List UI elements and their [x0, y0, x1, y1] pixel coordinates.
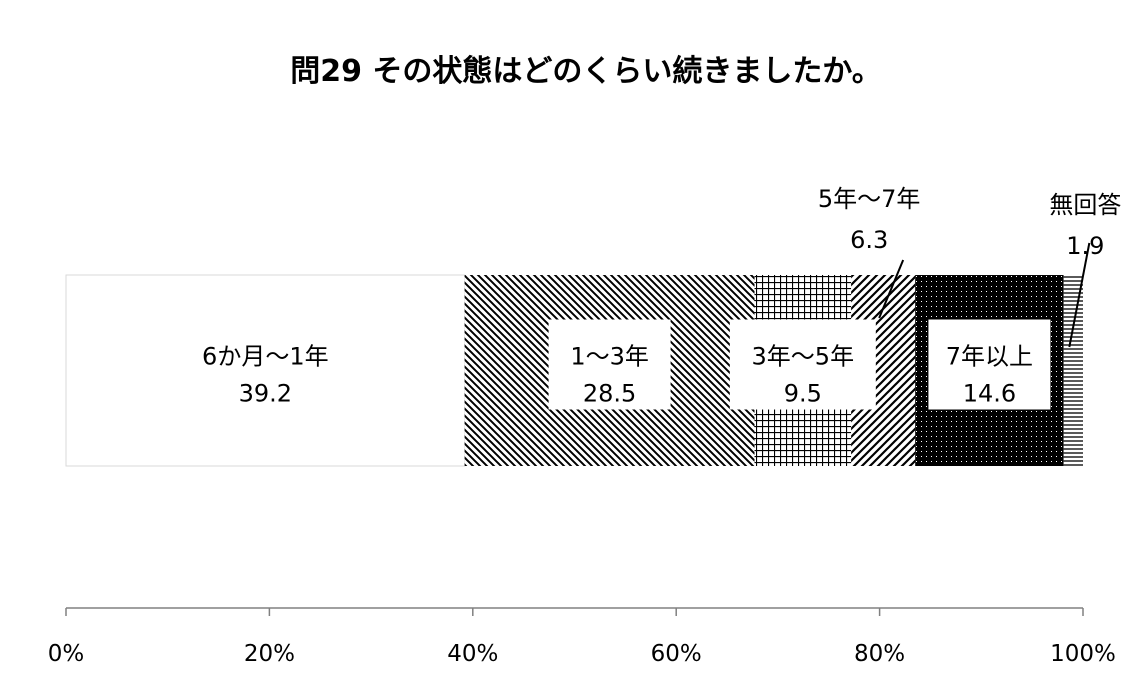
segment-name-label-5: 7年以上 — [946, 343, 1033, 371]
leader-lines — [878, 242, 1091, 348]
data-labels: 6か月～1年 39.2 1～3年 28.5 3年～5年 9.5 5年～7年 6.3 7年以上 14… — [202, 185, 1121, 410]
segment-name-label-2: 1～3年 — [570, 343, 649, 371]
segment-value-label-6: 1.9 — [1066, 232, 1104, 260]
segment-name-label-6: 無回答 — [1049, 191, 1121, 219]
x-tick-label: 60% — [651, 641, 702, 667]
segment-name-label-4: 5年～7年 — [818, 185, 921, 213]
label-box-5 — [928, 319, 1051, 410]
x-tick-label: 20% — [244, 641, 295, 667]
x-tick-label: 80% — [854, 641, 905, 667]
segment-value-label-3: 9.5 — [784, 380, 822, 408]
segment-name-label-3: 3年～5年 — [752, 343, 855, 371]
x-tick-label: 40% — [447, 641, 498, 667]
x-tick-label: 0% — [48, 641, 85, 667]
bar-segment-1 — [65, 274, 466, 467]
segment-name-label-1: 6か月～1年 — [202, 343, 329, 371]
label-box-3 — [729, 319, 876, 410]
segment-value-label-2: 28.5 — [583, 380, 636, 408]
x-tick-label: 100% — [1050, 641, 1116, 667]
segment-value-label-4: 6.3 — [850, 226, 888, 254]
x-axis: 0% 20% 40% 60% 80% 100% — [48, 607, 1116, 667]
segment-value-label-1: 39.2 — [239, 380, 292, 408]
leader-line-6 — [1068, 242, 1091, 348]
chart-title: 問29 その状態はどのくらい続きましたか。 — [290, 54, 882, 89]
segment-value-label-5: 14.6 — [963, 380, 1016, 408]
leader-line-4 — [878, 259, 905, 319]
label-box-2 — [548, 319, 671, 410]
bar-segment-6 — [1063, 275, 1083, 466]
